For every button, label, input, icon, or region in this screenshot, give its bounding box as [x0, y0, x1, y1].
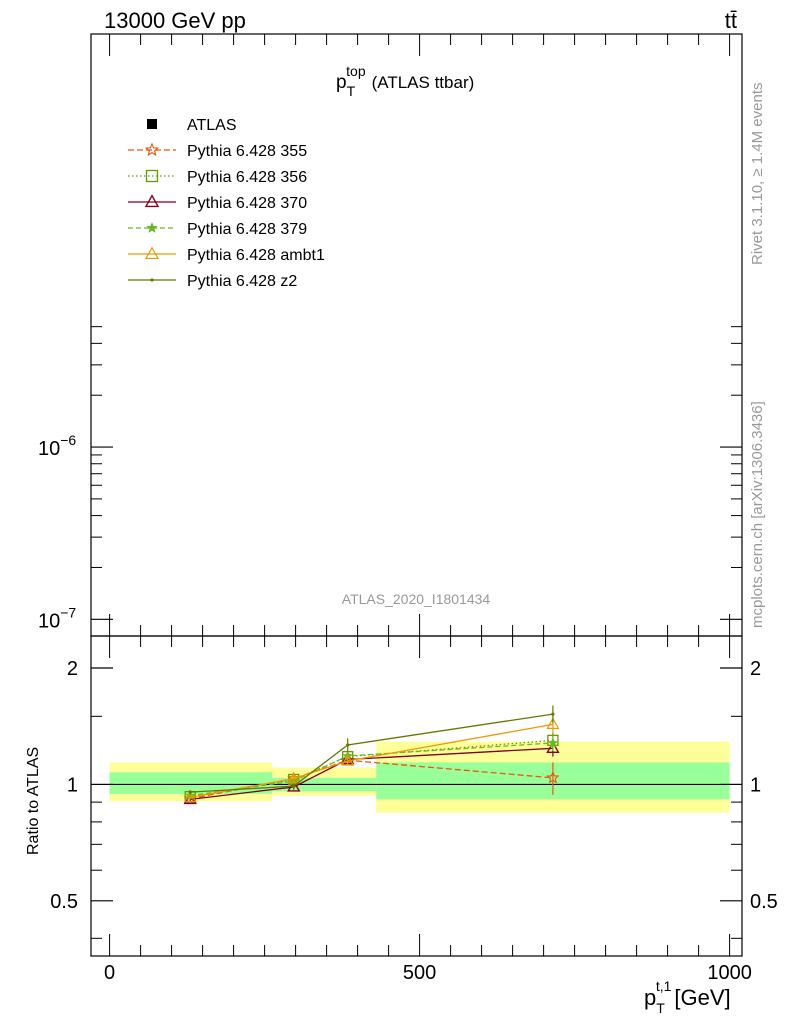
ratio-band-inner — [109, 772, 273, 794]
top-tick-label-exp: −7 — [60, 604, 76, 620]
legend-marker — [147, 119, 157, 129]
x-axis-label: pTt,1 [GeV] — [644, 978, 731, 1016]
x-tick-label: 0 — [104, 962, 115, 984]
analysis-watermark: ATLAS_2020_I1801434 — [342, 591, 491, 607]
ratio-y-axis-label: Ratio to ATLAS — [25, 747, 42, 855]
series-point — [341, 753, 355, 766]
header-energy-label: 13000 GeV pp — [104, 8, 246, 33]
series-point — [292, 784, 296, 788]
series-point — [551, 712, 555, 716]
top-tick-label: 10−7 — [38, 604, 76, 632]
plot-title-sub: T — [347, 83, 356, 99]
series-point — [546, 770, 560, 784]
top-tick-label-exp: −6 — [60, 432, 76, 448]
legend-label: Pythia 6.428 355 — [187, 143, 307, 160]
series-point — [546, 717, 560, 729]
legend-marker — [144, 246, 160, 260]
top-panel-y-tick-labels: 10−710−6 — [38, 432, 76, 632]
legend: ATLAS Pythia 6.428 355 Pythia 6.428 356 Pyt… — [128, 117, 325, 290]
x-axis-label-sub: T — [656, 1000, 665, 1016]
series-point — [346, 743, 350, 747]
ratio-tick-label-left: 1 — [67, 774, 78, 796]
x-tick-label: 1000 — [707, 962, 752, 984]
top-tick-label-base: 10 — [38, 610, 60, 632]
x-axis-ticks — [109, 34, 731, 956]
x-axis-label-unit: [GeV] — [674, 985, 730, 1010]
series-line — [190, 747, 553, 800]
legend-entry: Pythia 6.428 370 — [128, 194, 307, 212]
legend-entry: Pythia 6.428 ambt1 — [128, 246, 325, 264]
ratio-uncertainty-bands — [109, 741, 730, 813]
series-line — [190, 713, 553, 793]
legend-entry: Pythia 6.428 z2 — [128, 273, 297, 290]
header-process-label: tt̄ — [725, 8, 737, 33]
ratio-panel-y-ticks — [91, 667, 742, 939]
legend-marker — [145, 169, 159, 183]
ratio-tick-label-right: 0.5 — [750, 891, 778, 913]
legend-label: Pythia 6.428 356 — [187, 169, 307, 186]
legend-marker — [146, 222, 158, 233]
series-point — [188, 790, 192, 794]
plot-title: pTtop (ATLAS ttbar) — [336, 63, 474, 99]
ratio-panel-y-tick-labels: 0.5 0.5 1 1 2 2 — [50, 658, 778, 913]
x-axis-label-main: p — [644, 985, 656, 1010]
x-tick-label: 500 — [403, 962, 436, 984]
legend-entry: Pythia 6.428 355 — [128, 142, 307, 160]
series-line — [190, 723, 554, 799]
ratio-series — [183, 705, 560, 805]
top-tick-label: 10−6 — [38, 432, 76, 460]
legend-entry: Pythia 6.428 356 — [128, 169, 307, 186]
series-point — [183, 790, 197, 803]
legend-label: ATLAS — [187, 117, 237, 134]
top-tick-label-base: 10 — [38, 438, 60, 460]
ratio-panel-frame — [90, 635, 743, 957]
plot-title-rest: (ATLAS ttbar) — [372, 73, 475, 92]
legend-label: Pythia 6.428 379 — [187, 221, 307, 238]
legend-entry: Pythia 6.428 379 — [128, 221, 307, 238]
legend-label: Pythia 6.428 z2 — [187, 273, 297, 290]
series-point — [547, 737, 559, 748]
x-axis-label-sup: t,1 — [656, 978, 672, 994]
x-axis-tick-labels: 0 500 1000 — [104, 962, 752, 984]
ratio-tick-label-right: 2 — [750, 658, 761, 680]
ratio-tick-label-right: 1 — [750, 774, 761, 796]
mcplots-label: mcplots.cern.ch [arXiv:1306.3436] — [749, 401, 766, 628]
legend-marker — [144, 142, 160, 157]
legend-label: Pythia 6.428 ambt1 — [187, 247, 325, 264]
series-point — [287, 771, 301, 784]
series-line — [190, 759, 553, 800]
ratio-tick-label-left: 2 — [67, 658, 78, 680]
top-panel-y-ticks — [91, 326, 742, 620]
rivet-version-label: Rivet 3.1.10, ≥ 1.4M events — [749, 83, 766, 266]
plot-title-main: p — [336, 72, 347, 93]
series-6 — [188, 705, 555, 795]
legend-marker — [144, 194, 160, 208]
legend-label: Pythia 6.428 370 — [187, 195, 307, 212]
plot-title-sup: top — [346, 63, 366, 79]
legend-marker — [150, 278, 154, 282]
ratio-tick-label-left: 0.5 — [50, 891, 78, 913]
series-point — [546, 741, 560, 754]
legend-entry: ATLAS — [147, 117, 237, 134]
